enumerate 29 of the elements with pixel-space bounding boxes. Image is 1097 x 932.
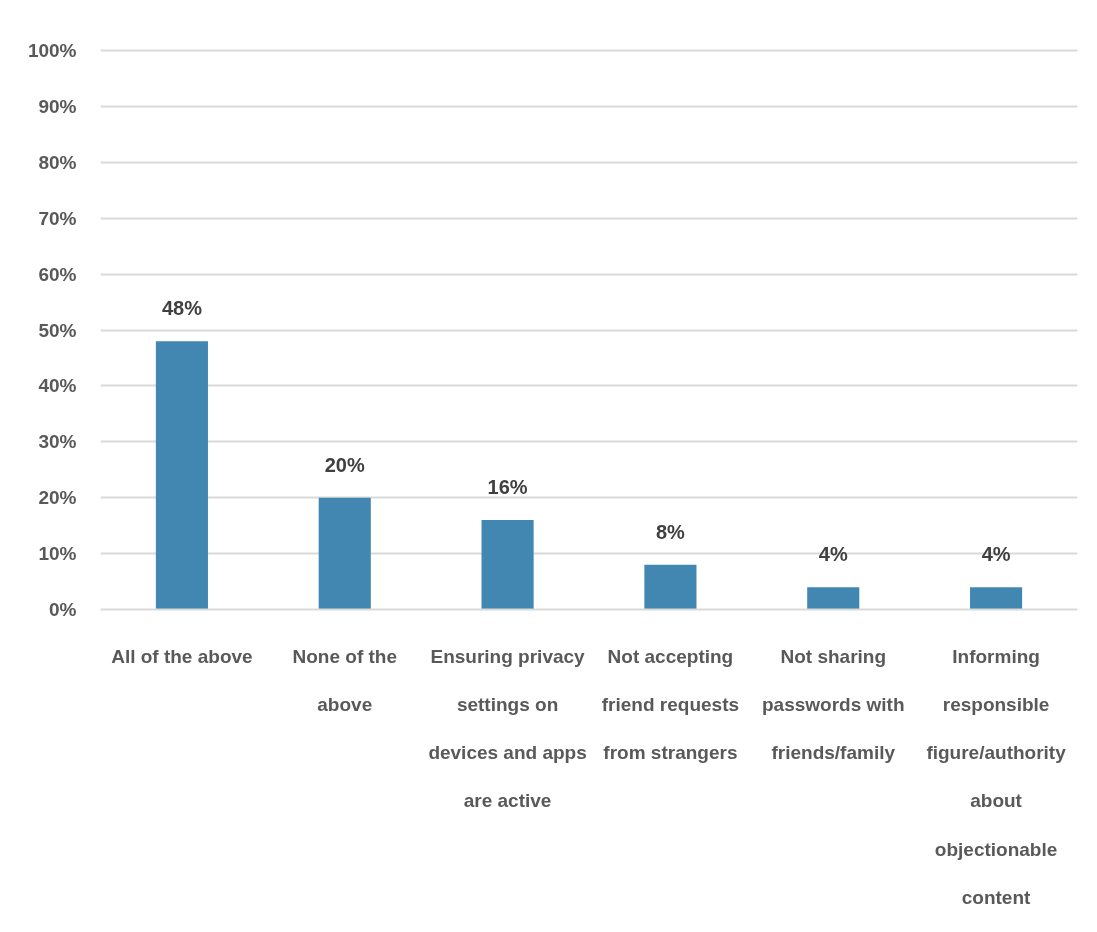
bar <box>807 587 860 610</box>
y-tick-label: 100% <box>27 40 77 61</box>
bar <box>155 341 208 610</box>
category-label: None of the above <box>292 645 397 715</box>
data-label: 4% <box>981 543 1011 566</box>
bar <box>970 587 1023 610</box>
data-label: 16% <box>487 476 528 499</box>
category-label: Informing responsible figure/authority about objectionable content <box>926 645 1066 908</box>
category-label: Not accepting friend requests from strangers <box>601 645 740 764</box>
y-tick-label: 40% <box>38 375 77 397</box>
bar <box>481 520 534 610</box>
data-label: 8% <box>655 520 686 543</box>
y-tick-label: 80% <box>38 151 77 173</box>
category-label: Not sharing passwords with friends/family <box>761 645 905 764</box>
x-tick-label: All of the above <box>111 645 253 667</box>
y-tick-label: 10% <box>38 543 77 565</box>
category-label: Ensuring privacy settings on devices and apps are active <box>428 645 587 812</box>
y-tick-label: 70% <box>38 207 77 229</box>
y-tick-label: 0% <box>49 599 77 620</box>
data-label: 20% <box>324 453 365 476</box>
y-tick-label: 90% <box>38 95 77 117</box>
y-tick-label: 20% <box>38 487 77 509</box>
data-label: 4% <box>818 543 848 566</box>
y-tick-label: 30% <box>38 431 77 453</box>
data-label: 48% <box>161 297 203 320</box>
bar <box>318 497 371 610</box>
y-tick-label: 50% <box>38 319 77 341</box>
y-tick-label: 60% <box>38 263 77 285</box>
bar <box>644 564 697 610</box>
